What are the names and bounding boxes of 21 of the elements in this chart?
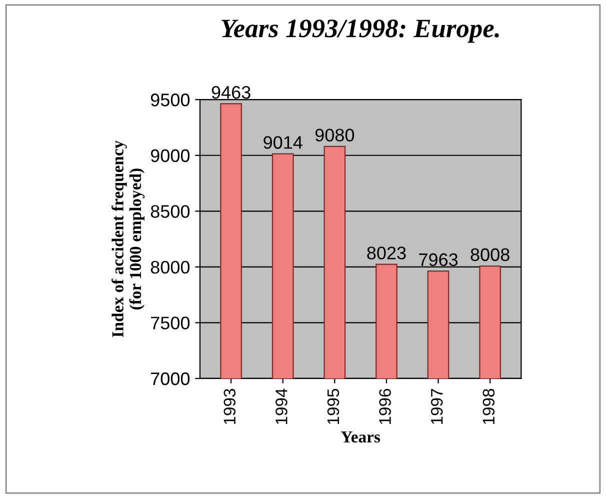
x-tick-label: 1993 (224, 388, 236, 424)
x-tick-label: 1996 (379, 388, 391, 424)
y-tick-label: 9000 (150, 149, 190, 162)
data-label: 8023 (367, 246, 406, 260)
data-label: 9080 (315, 128, 354, 142)
x-axis-title: Years (340, 431, 380, 443)
data-label: 8008 (470, 248, 510, 262)
x-tick-label: 1994 (276, 388, 288, 424)
x-tick-label: 1995 (327, 388, 340, 424)
y-tick-label: 7500 (151, 316, 190, 330)
data-label: 7963 (419, 253, 458, 266)
x-tick-label: 1998 (482, 388, 495, 424)
chart-title: Years 1993/1998: Europe. (222, 20, 499, 43)
y-axis-title: Index of accident frequency (for 1000 employed) (112, 140, 145, 338)
y-tick-label: 9500 (150, 94, 190, 106)
x-tick-label: 1997 (430, 389, 443, 424)
y-tick-label: 7000 (151, 372, 190, 386)
y-tick-label: 8000 (150, 260, 190, 274)
data-label: 9014 (264, 136, 302, 149)
data-label: 9463 (212, 86, 250, 99)
y-tick-label: 8500 (150, 205, 190, 218)
